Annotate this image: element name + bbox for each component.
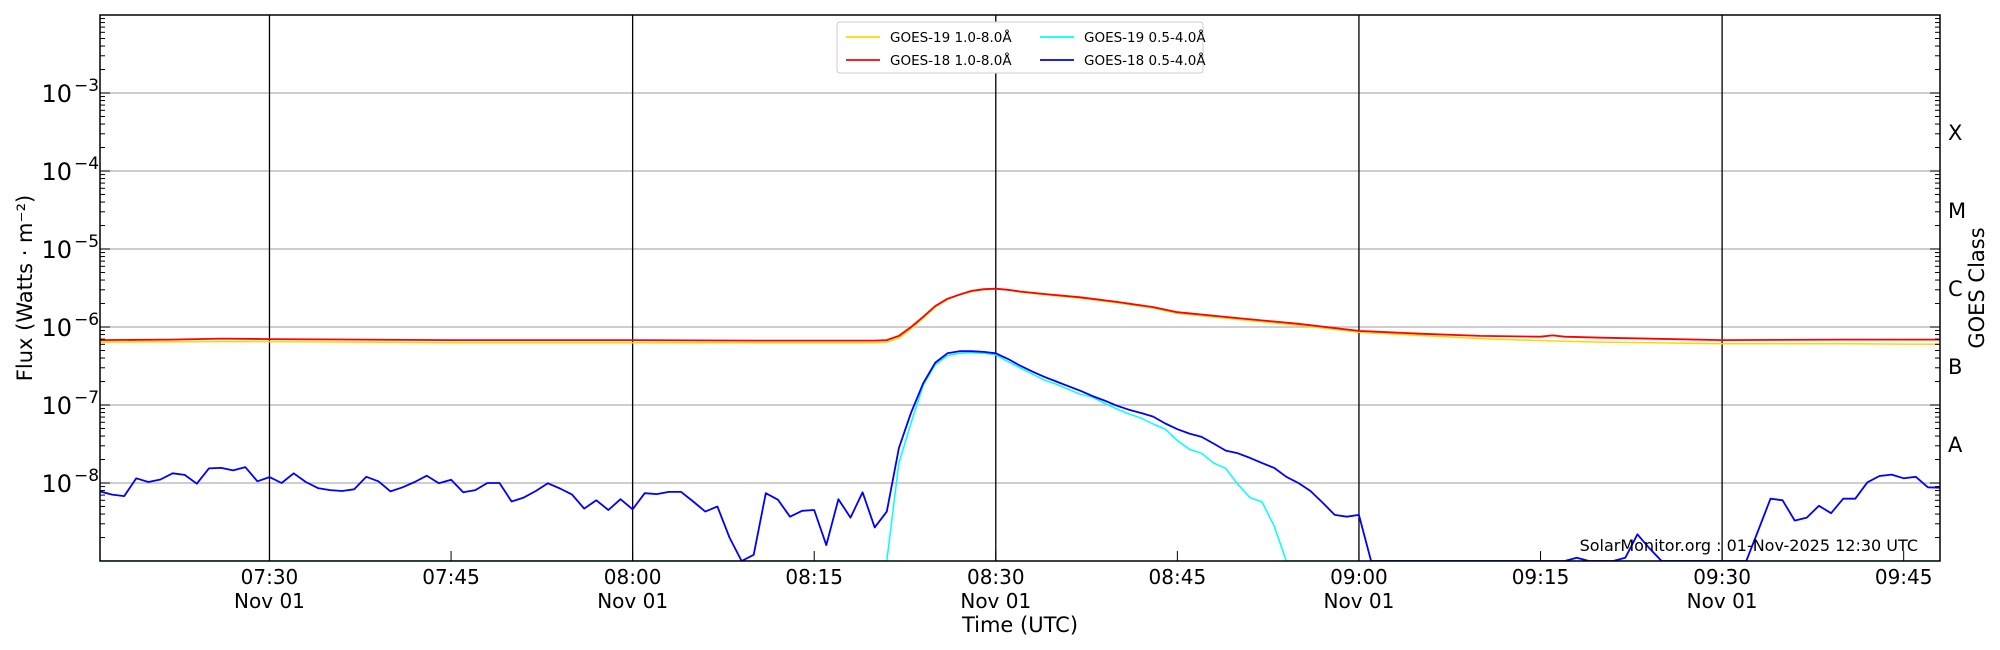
x-tick-label: 09:30 xyxy=(1693,565,1751,589)
x-axis-label: Time (UTC) xyxy=(961,613,1078,637)
y-tick-label: 10 xyxy=(41,80,72,108)
x-tick-label: 07:30 xyxy=(241,565,299,589)
watermark-annotation: SolarMonitor.org : 01-Nov-2025 12:30 UTC xyxy=(1580,536,1918,555)
series-line-goes-18-0-5-4-0- xyxy=(100,350,1940,561)
x-tick-date: Nov 01 xyxy=(234,589,305,613)
y-tick-label: 10 xyxy=(41,158,72,186)
goes-class-label: X xyxy=(1948,121,1962,145)
y-tick-label: 10 xyxy=(41,314,72,342)
legend: GOES-19 1.0-8.0Å GOES-18 1.0-8.0Å GOES-19 … xyxy=(836,21,1206,74)
y-tick-label: 10 xyxy=(41,236,72,264)
plot-frame xyxy=(99,14,1941,562)
legend-label: GOES-18 1.0-8.0Å xyxy=(890,52,1012,69)
axis-ticks xyxy=(100,18,1940,562)
legend-label: GOES-19 0.5-4.0Å xyxy=(1084,29,1206,46)
x-tick-label: 09:45 xyxy=(1875,565,1933,589)
goes-class-label: C xyxy=(1948,277,1963,301)
series-line-goes-19-1-0-8-0- xyxy=(100,287,1940,346)
x-tick-label: 08:15 xyxy=(785,565,843,589)
y-tick-exponent: −8 xyxy=(74,466,99,486)
y-tick-label: 10 xyxy=(41,392,72,420)
legend-label: GOES-18 0.5-4.0Å xyxy=(1084,52,1206,69)
legend-label: GOES-19 1.0-8.0Å xyxy=(890,29,1012,46)
x-tick-label: 07:45 xyxy=(422,565,480,589)
legend-box xyxy=(836,21,1204,74)
series-lines xyxy=(100,287,1940,561)
series-line-goes-18-1-0-8-0- xyxy=(100,287,1940,342)
x-tick-date: Nov 01 xyxy=(1687,589,1758,613)
x-tick-label: 08:00 xyxy=(604,565,662,589)
x-tick-label: 08:45 xyxy=(1149,565,1207,589)
series-line-goes-19-0-5-4-0- xyxy=(100,351,1940,561)
x-tick-date: Nov 01 xyxy=(597,589,668,613)
y-tick-exponent: −7 xyxy=(74,388,99,408)
x-tick-label: 09:00 xyxy=(1330,565,1388,589)
goes-class-label: B xyxy=(1948,355,1962,379)
y-tick-label: 10 xyxy=(41,470,72,498)
x-tick-label: 08:30 xyxy=(967,565,1025,589)
goes-class-labels: X M C B A xyxy=(1948,121,1966,457)
x-tick-label: 09:15 xyxy=(1512,565,1570,589)
y-tick-exponent: −6 xyxy=(74,310,99,330)
x-tick-date: Nov 01 xyxy=(1324,589,1395,613)
y-tick-labels: 10−810−710−610−510−410−3 xyxy=(41,76,99,498)
y-tick-exponent: −3 xyxy=(74,76,99,96)
y-tick-exponent: −4 xyxy=(74,154,99,174)
goes-class-label: M xyxy=(1948,199,1966,223)
y-tick-exponent: −5 xyxy=(74,232,99,252)
y-axis-label: Flux (Watts · m⁻²) xyxy=(13,195,37,381)
x-tick-date: Nov 01 xyxy=(960,589,1031,613)
grid-lines xyxy=(100,92,1940,484)
goes-class-label: A xyxy=(1948,433,1963,457)
y-axis-right-label: GOES Class xyxy=(1965,227,1989,348)
